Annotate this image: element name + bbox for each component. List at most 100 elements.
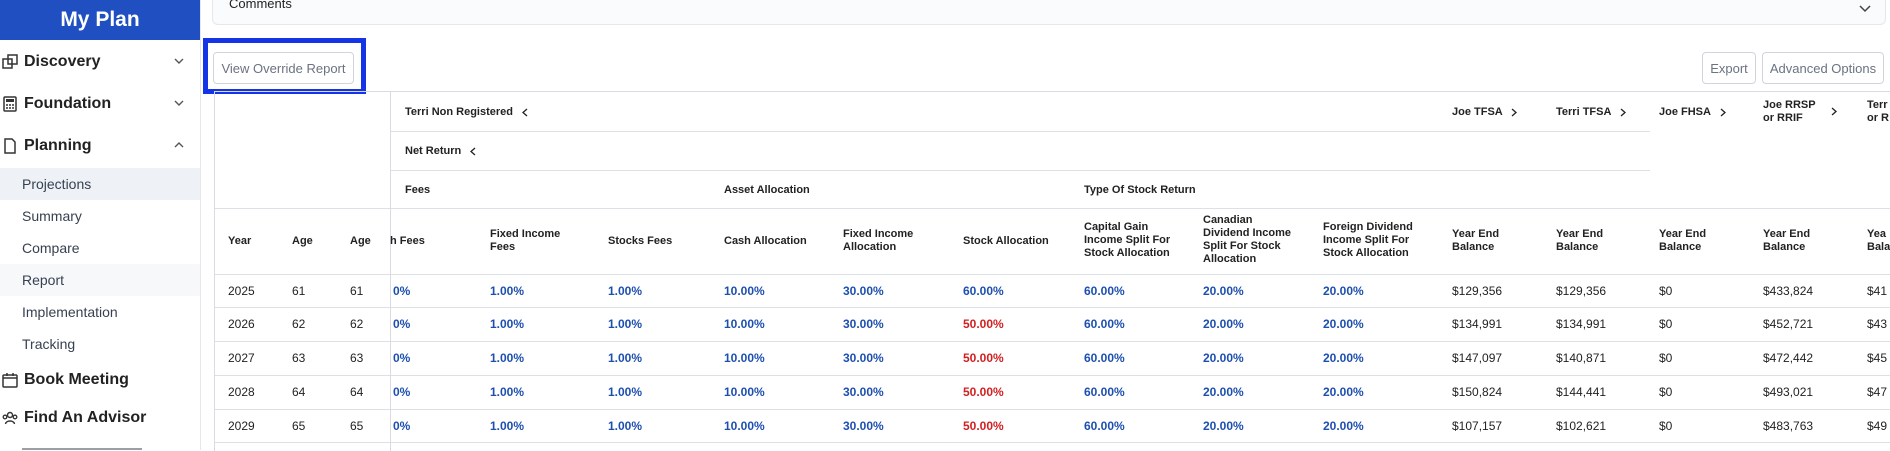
- group-header-joe-tfsa[interactable]: Joe TFSA: [1452, 106, 1518, 119]
- cell-stock-alloc[interactable]: 50.00%: [963, 419, 1004, 433]
- cell-for-div[interactable]: 20.00%: [1323, 351, 1364, 365]
- cell-cash-fees[interactable]: 0%: [393, 351, 411, 365]
- column-header-terri-rrsp-balance[interactable]: Yea Bala: [1867, 228, 1890, 253]
- cell-stock-alloc[interactable]: 50.00%: [963, 385, 1004, 399]
- column-header-canadian-dividend[interactable]: Canadian Dividend Income Split For Stock…: [1203, 214, 1292, 265]
- cell-cash-alloc[interactable]: 10.00%: [724, 419, 765, 433]
- cell-terri-tfsa: $102,621: [1556, 419, 1607, 433]
- sidebar-item-find-advisor[interactable]: Find An Advisor: [0, 400, 200, 436]
- column-header-stock-allocation[interactable]: Stock Allocation: [963, 235, 1049, 247]
- cell-age2: 65: [350, 419, 364, 433]
- column-header-joe-rrsp-balance[interactable]: Year End Balance: [1763, 228, 1811, 253]
- cell-cash-alloc[interactable]: 10.00%: [724, 317, 765, 331]
- view-override-report-button[interactable]: View Override Report: [213, 52, 354, 84]
- chevron-right-icon: [1511, 108, 1518, 117]
- sidebar-item-book-meeting[interactable]: Book Meeting: [0, 362, 200, 398]
- comments-accordion[interactable]: Comments: [212, 0, 1886, 25]
- sidebar-item-summary[interactable]: Summary: [22, 208, 82, 224]
- group-header-joe-fhsa[interactable]: Joe FHSA: [1659, 106, 1726, 119]
- cell-fi-alloc[interactable]: 30.00%: [843, 284, 884, 298]
- cell-year: 2028: [228, 385, 255, 399]
- sidebar-item-implementation[interactable]: Implementation: [22, 304, 118, 320]
- cell-cash-fees[interactable]: 0%: [393, 385, 411, 399]
- divider: [215, 341, 1890, 342]
- cell-for-div[interactable]: 20.00%: [1323, 419, 1364, 433]
- cell-cap-gain[interactable]: 60.00%: [1084, 317, 1125, 331]
- cell-for-div[interactable]: 20.00%: [1323, 385, 1364, 399]
- cell-for-div[interactable]: 20.00%: [1323, 317, 1364, 331]
- cell-stock-alloc[interactable]: 50.00%: [963, 317, 1004, 331]
- cell-cap-gain[interactable]: 60.00%: [1084, 385, 1125, 399]
- column-header-fixed-income-allocation[interactable]: Fixed Income Allocation: [843, 228, 914, 253]
- column-header-year[interactable]: Year: [228, 235, 252, 247]
- cell-cash-fees[interactable]: 0%: [393, 317, 411, 331]
- cell-fi-fees[interactable]: 1.00%: [490, 284, 525, 298]
- cell-cap-gain[interactable]: 60.00%: [1084, 351, 1125, 365]
- cell-can-div[interactable]: 20.00%: [1203, 419, 1244, 433]
- divider: [390, 131, 1650, 132]
- cell-joe-rrsp: $493,021: [1763, 385, 1814, 399]
- cell-fi-alloc[interactable]: 30.00%: [843, 385, 884, 399]
- cell-can-div[interactable]: 20.00%: [1203, 317, 1244, 331]
- export-button[interactable]: Export: [1702, 52, 1756, 84]
- cell-cash-fees[interactable]: 0%: [393, 284, 411, 298]
- advanced-options-button[interactable]: Advanced Options: [1762, 52, 1884, 84]
- chevron-right-icon: [1720, 108, 1726, 117]
- sidebar-item-foundation[interactable]: Foundation: [0, 86, 200, 122]
- cell-can-div[interactable]: 20.00%: [1203, 385, 1244, 399]
- cell-stock-fees[interactable]: 1.00%: [608, 284, 643, 298]
- cell-stock-fees[interactable]: 1.00%: [608, 419, 643, 433]
- column-header-stocks-fees[interactable]: Stocks Fees: [608, 235, 673, 247]
- cell-fi-alloc[interactable]: 30.00%: [843, 351, 884, 365]
- cell-stock-fees[interactable]: 1.00%: [608, 385, 643, 399]
- group-header-terri-tfsa[interactable]: Terri TFSA: [1556, 106, 1627, 119]
- cell-fi-fees[interactable]: 1.00%: [490, 351, 525, 365]
- group-header-terri-rrsp[interactable]: Terr or R: [1867, 99, 1889, 124]
- cell-cash-fees[interactable]: 0%: [393, 419, 411, 433]
- column-header-foreign-dividend[interactable]: Foreign Dividend Income Split For Stock …: [1323, 221, 1413, 259]
- cell-can-div[interactable]: 20.00%: [1203, 351, 1244, 365]
- cell-fi-fees[interactable]: 1.00%: [490, 419, 525, 433]
- sidebar-item-tracking[interactable]: Tracking: [22, 336, 76, 352]
- cell-for-div[interactable]: 20.00%: [1323, 284, 1364, 298]
- cell-fi-fees[interactable]: 1.00%: [490, 317, 525, 331]
- divider: [215, 307, 1890, 308]
- cell-fi-alloc[interactable]: 30.00%: [843, 419, 884, 433]
- sidebar-item-label: Planning: [24, 137, 92, 154]
- sidebar-item-discovery[interactable]: Discovery: [0, 44, 200, 80]
- cell-terri-rrsp: $45: [1867, 351, 1888, 365]
- cell-cap-gain[interactable]: 60.00%: [1084, 284, 1125, 298]
- cell-cap-gain[interactable]: 60.00%: [1084, 419, 1125, 433]
- cell-stock-fees[interactable]: 1.00%: [608, 317, 643, 331]
- column-header-age[interactable]: Age: [292, 235, 313, 247]
- column-header-cash-fees[interactable]: h Fees: [390, 235, 425, 247]
- column-header-joe-fhsa-balance[interactable]: Year End Balance: [1659, 228, 1707, 253]
- cell-cash-alloc[interactable]: 10.00%: [724, 284, 765, 298]
- cell-stock-alloc[interactable]: 50.00%: [963, 351, 1004, 365]
- group-header-net-return[interactable]: Net Return: [405, 145, 476, 158]
- cell-stock-alloc[interactable]: 60.00%: [963, 284, 1004, 298]
- column-header-joe-tfsa-balance[interactable]: Year End Balance: [1452, 228, 1500, 253]
- column-header-age[interactable]: Age: [350, 235, 371, 247]
- column-header-fixed-income-fees[interactable]: Fixed Income Fees: [490, 228, 561, 253]
- cell-terri-rrsp: $43: [1867, 317, 1888, 331]
- app-title[interactable]: My Plan: [0, 0, 200, 40]
- sidebar-item-compare[interactable]: Compare: [22, 240, 80, 256]
- cell-cash-alloc[interactable]: 10.00%: [724, 351, 765, 365]
- group-header-joe-rrsp[interactable]: Joe RRSP or RRIF: [1763, 99, 1843, 125]
- cell-fi-alloc[interactable]: 30.00%: [843, 317, 884, 331]
- group-header-terri-non-registered[interactable]: Terri Non Registered: [405, 106, 528, 119]
- sidebar-item-projections[interactable]: Projections: [0, 168, 200, 200]
- sidebar-item-planning[interactable]: Planning: [0, 128, 200, 164]
- group-header-fees: Fees: [405, 184, 431, 196]
- cell-fi-fees[interactable]: 1.00%: [490, 385, 525, 399]
- column-header-capital-gain[interactable]: Capital Gain Income Split For Stock Allo…: [1084, 221, 1171, 259]
- divider: [215, 274, 1890, 275]
- column-header-cash-allocation[interactable]: Cash Allocation: [724, 235, 807, 247]
- cell-cash-alloc[interactable]: 10.00%: [724, 385, 765, 399]
- sidebar-item-report[interactable]: Report: [0, 264, 200, 296]
- cell-can-div[interactable]: 20.00%: [1203, 284, 1244, 298]
- cell-stock-fees[interactable]: 1.00%: [608, 351, 643, 365]
- calculator-icon: [3, 96, 17, 112]
- column-header-terri-tfsa-balance[interactable]: Year End Balance: [1556, 228, 1604, 253]
